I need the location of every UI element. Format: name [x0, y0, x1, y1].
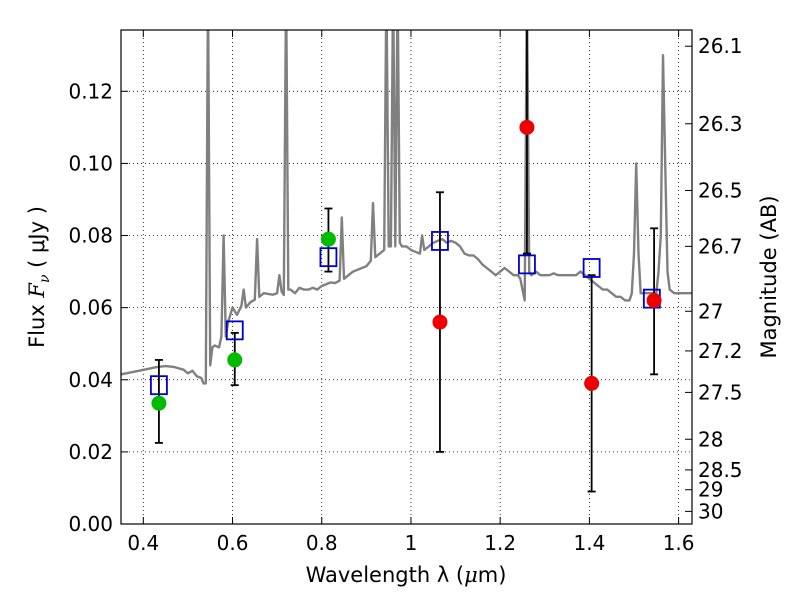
y2-tick-label: 26.3	[698, 112, 743, 136]
y2-tick-label: 27.5	[698, 380, 743, 404]
model-photometry-square	[431, 231, 449, 251]
detection-point	[151, 395, 167, 411]
y-tick-label: 0.06	[68, 296, 113, 320]
y2-tick-label: 29	[698, 478, 723, 502]
y2-tick-label: 26.1	[698, 34, 743, 58]
x-tick-label: 1	[405, 531, 418, 555]
x-tick-label: 1.6	[663, 531, 695, 555]
x-tick-label: 1.2	[484, 531, 516, 555]
ticks: 0.4 0.6 0.8 1 1.2 1.4 1.6 0.00 0.02 0.04 0.06 0.08 0…	[68, 30, 743, 555]
y-tick-label: 0.12	[68, 79, 113, 103]
detection-point	[320, 231, 336, 247]
x-axis-label: Wavelength λ (μm)	[306, 563, 507, 587]
y-tick-label: 0.02	[68, 440, 113, 464]
model-photometry-square	[225, 320, 244, 341]
y-tick-label: 0.10	[68, 151, 113, 175]
x-tick-label: 0.6	[217, 531, 249, 555]
x-tick-label: 1.4	[573, 531, 605, 555]
plot-frame	[120, 29, 693, 525]
non-detection-point	[432, 314, 448, 330]
y2-tick-label: 26.5	[698, 178, 743, 202]
model-photometry-square	[319, 247, 338, 268]
y-tick-label: 0.04	[68, 368, 113, 392]
non-detection-point	[519, 119, 535, 135]
y2-tick-label: 27	[698, 299, 723, 323]
y2-tick-label: 28	[698, 427, 723, 451]
non-detection-point	[584, 375, 600, 391]
y2-tick-label: 27.2	[698, 339, 743, 363]
model-photometry-square	[582, 258, 601, 278]
data-layer	[121, 30, 692, 493]
y2-tick-label: 28.5	[698, 458, 743, 482]
y2-tick-label: 26.7	[698, 234, 743, 258]
spectrum-line	[121, 30, 692, 385]
model-photometry-square	[150, 375, 168, 396]
model-photometry-square	[518, 254, 536, 275]
detection-point	[227, 352, 243, 368]
y-tick-label: 0.00	[68, 512, 113, 536]
y-tick-label: 0.08	[68, 224, 113, 248]
x-tick-label: 0.8	[306, 531, 338, 555]
non-detection-point	[646, 292, 662, 308]
x-tick-label: 0.4	[127, 531, 159, 555]
y2-tick-label: 30	[698, 499, 723, 523]
y2-axis-label: Magnitude (AB)	[757, 195, 781, 358]
y-axis-label: Flux Fν ( μJy )	[25, 206, 53, 348]
